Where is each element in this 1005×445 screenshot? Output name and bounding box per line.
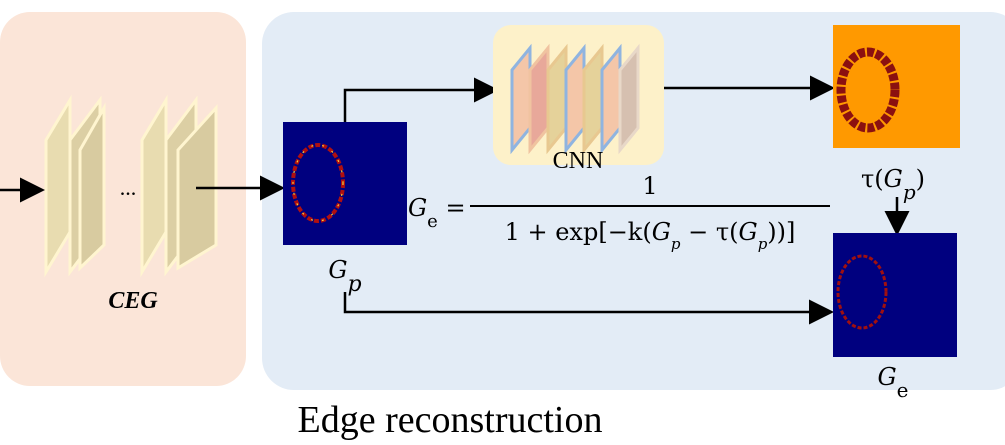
ge-image: [833, 233, 957, 357]
cnn-label: CNN: [553, 148, 604, 174]
formula-numerator: 1: [642, 172, 657, 200]
gp-image: [283, 122, 407, 245]
caption: Edge reconstruction: [298, 399, 603, 441]
ellipsis: ...: [120, 175, 137, 200]
ceg-label: CEG: [108, 288, 158, 314]
cnn-layers: [512, 48, 638, 150]
diagram: ... CEG Gp CNN τ(Gp) Ge Ge = 1 1 + exp[−…: [0, 0, 1005, 445]
